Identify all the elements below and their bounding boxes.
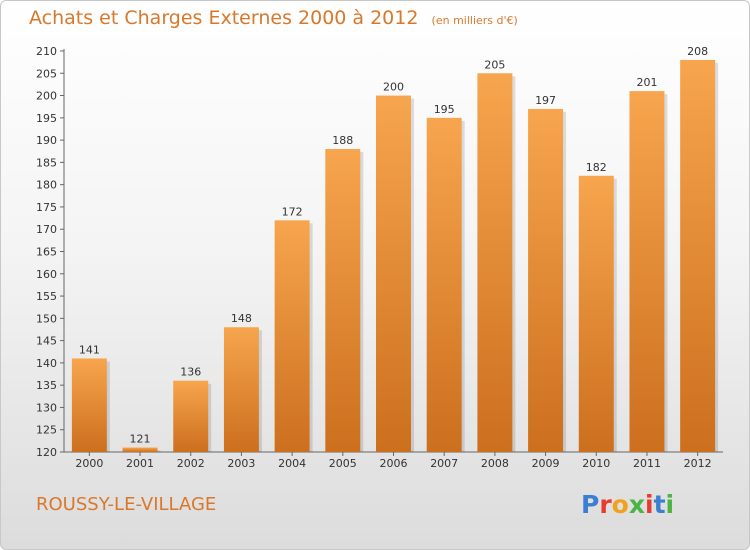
y-tick-label: 185	[36, 156, 57, 169]
bar-2004	[274, 220, 310, 452]
bar-2005	[325, 149, 361, 452]
y-tick-label: 120	[36, 446, 57, 459]
data-label-2000: 141	[79, 343, 100, 356]
bars	[71, 59, 719, 453]
commune-name: ROUSSY-LE-VILLAGE	[36, 494, 217, 515]
data-label-2003: 148	[231, 312, 252, 325]
logo-letter: i	[665, 490, 675, 519]
bar-2008	[477, 73, 513, 453]
y-tick-label: 140	[36, 357, 57, 370]
x-tick-label-2009: 2009	[532, 457, 560, 470]
x-tick-label-2002: 2002	[177, 457, 205, 470]
logo-letter: t	[653, 490, 666, 519]
x-tick-label-2001: 2001	[126, 457, 154, 470]
bar-2001	[122, 447, 158, 452]
x-tick-label-2012: 2012	[684, 457, 712, 470]
x-tick-label-2003: 2003	[227, 457, 255, 470]
data-label-2002: 136	[180, 366, 201, 379]
data-label-2012: 208	[687, 45, 708, 58]
x-tick-label-2008: 2008	[481, 457, 509, 470]
x-tick-label-2005: 2005	[329, 457, 357, 470]
chart-title: Achats et Charges Externes 2000 à 2012	[29, 7, 419, 29]
bar-2002	[173, 380, 209, 452]
y-tick-label: 145	[36, 335, 57, 348]
chart-unit-note: (en milliers d'€)	[431, 14, 518, 27]
logo-letter: i	[645, 490, 654, 519]
y-tick-label: 125	[36, 424, 57, 437]
y-tick-label: 160	[36, 268, 57, 281]
data-label-2004: 172	[282, 205, 303, 218]
logo-letter: o	[611, 490, 629, 519]
logo-letter: P	[581, 490, 600, 519]
y-tick-label: 195	[36, 112, 57, 125]
y-tick-label: 190	[36, 134, 57, 147]
x-tick-label-2004: 2004	[278, 457, 306, 470]
labels: 141 121 136 148 172 188 200 195 205 197 182 201 208	[79, 45, 708, 446]
bar-2010	[578, 175, 614, 452]
data-label-2006: 200	[383, 81, 404, 94]
y-tick-label: 200	[36, 90, 57, 103]
data-label-2011: 201	[636, 76, 657, 89]
proxiti-logo[interactable]: Proxiti	[581, 490, 674, 519]
x-tick-label-2010: 2010	[582, 457, 610, 470]
data-label-2010: 182	[586, 161, 607, 174]
y-tick-label: 170	[36, 223, 57, 236]
y-tick-label: 135	[36, 379, 57, 392]
logo-letter: r	[599, 490, 612, 519]
data-label-2007: 195	[434, 103, 455, 116]
bar-2000	[71, 358, 107, 452]
bar-2007	[426, 117, 462, 452]
data-label-2009: 197	[535, 94, 556, 107]
logo-letter: x	[628, 490, 645, 519]
bar-2012	[680, 59, 716, 453]
bar-2011	[629, 91, 665, 452]
y-tick-label: 175	[36, 201, 57, 214]
x-tick-label-2000: 2000	[75, 457, 103, 470]
bar-2009	[528, 108, 564, 452]
y-tick-label: 155	[36, 290, 57, 303]
data-label-2005: 188	[332, 134, 353, 147]
bar-2003	[223, 327, 259, 452]
x-tick-label-2006: 2006	[380, 457, 408, 470]
y-tick-label: 180	[36, 179, 57, 192]
bar-2006	[376, 95, 411, 453]
y-tick-label: 165	[36, 246, 57, 259]
y-tick-label: 130	[36, 401, 57, 414]
y-tick-label: 210	[36, 45, 57, 58]
title-row: Achats et Charges Externes 2000 à 2012 (…	[29, 7, 518, 29]
x-tick-label-2011: 2011	[633, 457, 661, 470]
y-tick-label: 205	[36, 67, 57, 80]
y-tick-label: 150	[36, 312, 57, 325]
x-tick-label-2007: 2007	[430, 457, 458, 470]
data-label-2001: 121	[130, 433, 151, 446]
data-label-2008: 205	[484, 58, 505, 71]
